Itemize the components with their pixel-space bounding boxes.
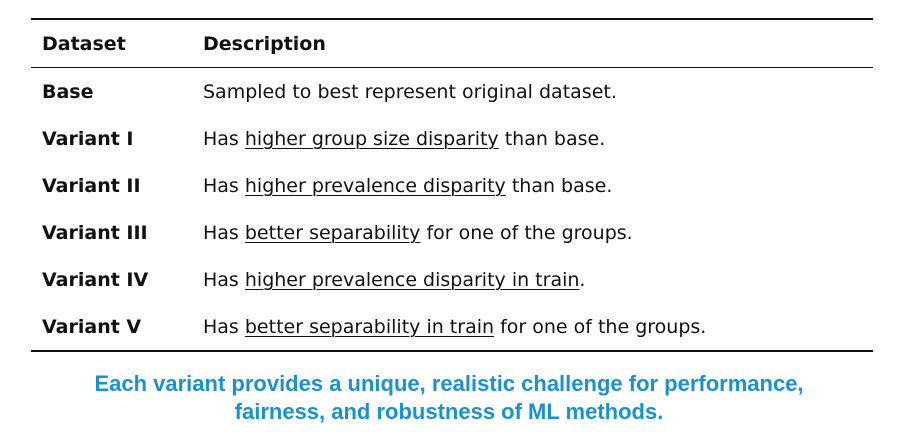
caption: Each variant provides a unique, realisti… xyxy=(0,370,898,426)
table-bottom-rule xyxy=(31,350,873,352)
dataset-name: Variant I xyxy=(42,127,134,150)
table-row: Variant III Has better separability for … xyxy=(31,209,873,256)
description-link[interactable]: higher prevalence disparity in train xyxy=(244,268,580,291)
table-row: Variant I Has higher group size disparit… xyxy=(31,115,873,162)
table-row: Base Sampled to best represent original … xyxy=(31,68,873,115)
dataset-description: Has higher prevalence disparity in train… xyxy=(203,269,873,291)
header-description: Description xyxy=(203,32,326,55)
description-text: for one of the groups. xyxy=(494,315,707,338)
dataset-description: Has higher prevalence disparity than bas… xyxy=(203,175,873,197)
dataset-name: Variant V xyxy=(42,315,142,338)
header-dataset: Dataset xyxy=(42,32,126,55)
description-link[interactable]: higher group size disparity xyxy=(244,127,499,150)
dataset-description: Sampled to best represent original datas… xyxy=(203,81,873,103)
dataset-description: Has better separability in train for one… xyxy=(203,316,873,338)
dataset-name: Variant II xyxy=(42,174,141,197)
dataset-description: Has better separability for one of the g… xyxy=(203,222,873,244)
description-text: than base. xyxy=(498,127,606,150)
datasets-table: Dataset Description Base Sampled to best… xyxy=(31,18,873,352)
description-text: Has xyxy=(203,221,245,244)
description-link[interactable]: better separability xyxy=(244,221,421,244)
description-text: Has xyxy=(203,268,245,291)
caption-line-2: fairness, and robustness of ML methods. xyxy=(234,399,664,424)
description-link[interactable]: better separability in train xyxy=(244,315,495,338)
description-text: for one of the groups. xyxy=(420,221,633,244)
table-row: Variant IV Has higher prevalence dispari… xyxy=(31,256,873,303)
description-text: . xyxy=(579,268,586,291)
description-text: Has xyxy=(203,315,245,338)
description-text: Has xyxy=(203,127,245,150)
description-text: Sampled to best represent original datas… xyxy=(203,80,617,103)
dataset-description: Has higher group size disparity than bas… xyxy=(203,128,873,150)
dataset-name: Variant III xyxy=(42,221,148,244)
description-link[interactable]: higher prevalence disparity xyxy=(244,174,506,197)
table-body: Base Sampled to best represent original … xyxy=(31,68,873,350)
table-header-rule xyxy=(31,67,873,68)
description-text: than base. xyxy=(505,174,613,197)
caption-line-1: Each variant provides a unique, realisti… xyxy=(94,371,804,396)
description-text: Has xyxy=(203,174,245,197)
table-top-rule xyxy=(31,18,873,20)
table-header-row: Dataset Description xyxy=(31,20,873,67)
dataset-name: Variant IV xyxy=(42,268,149,291)
table-row: Variant II Has higher prevalence dispari… xyxy=(31,162,873,209)
table-row: Variant V Has better separability in tra… xyxy=(31,303,873,350)
dataset-name: Base xyxy=(42,80,94,103)
